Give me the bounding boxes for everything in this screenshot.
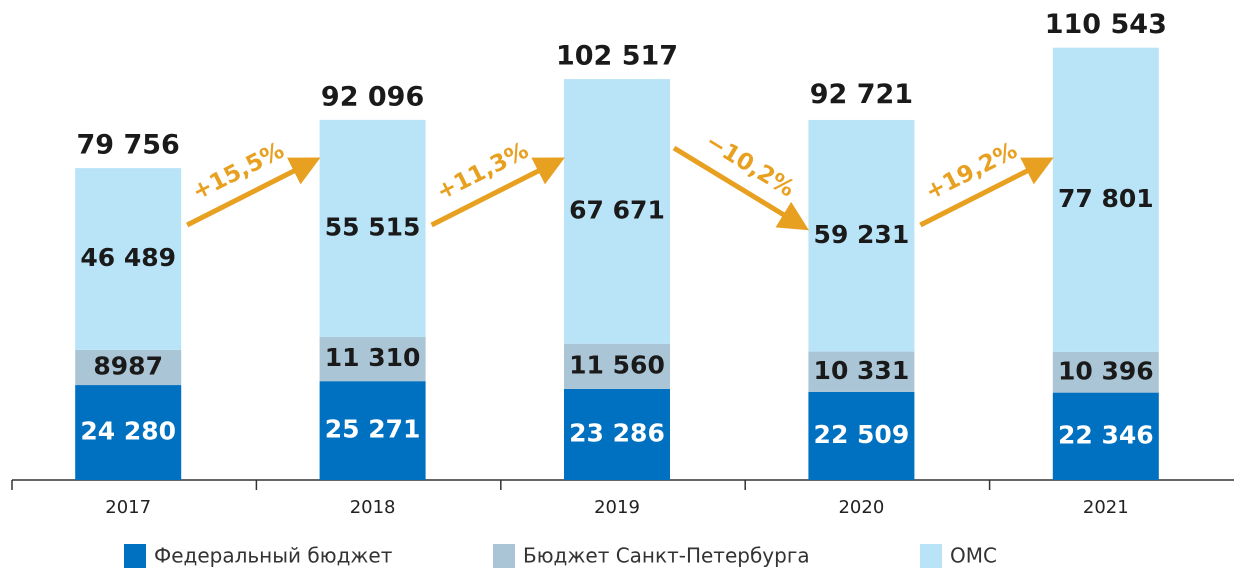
change-label: +19,2% bbox=[921, 138, 1021, 206]
bar-segment bbox=[75, 168, 182, 350]
legend-label: Федеральный бюджет bbox=[154, 544, 393, 568]
x-tick-label: 2021 bbox=[1083, 497, 1129, 518]
value-label: 59 231 bbox=[814, 220, 910, 249]
value-label: 23 286 bbox=[569, 418, 665, 447]
bar-segment bbox=[319, 336, 426, 382]
legend-swatch bbox=[920, 544, 942, 568]
bar-segment bbox=[1052, 392, 1159, 480]
value-label: 24 280 bbox=[80, 417, 176, 446]
value-label: 25 271 bbox=[325, 415, 421, 444]
change-label: +11,3% bbox=[433, 138, 533, 206]
legend-swatch bbox=[124, 544, 146, 568]
value-label: 8987 bbox=[93, 351, 163, 380]
bar-segment bbox=[319, 381, 426, 480]
x-tick-label: 2019 bbox=[594, 497, 640, 518]
bar-segment bbox=[1052, 351, 1159, 393]
value-label: 10 331 bbox=[814, 356, 910, 385]
total-label: 92 721 bbox=[810, 79, 913, 110]
legend-label: Бюджет Санкт-Петербурга bbox=[523, 544, 810, 568]
bar-segment bbox=[564, 79, 670, 344]
change-arrow bbox=[919, 157, 1054, 228]
value-label: 55 515 bbox=[325, 212, 421, 241]
value-label: 46 489 bbox=[80, 243, 176, 272]
total-label: 110 543 bbox=[1045, 9, 1167, 40]
change-label: +15,5% bbox=[188, 138, 288, 206]
bar-segment bbox=[808, 119, 915, 352]
total-label: 92 096 bbox=[321, 81, 424, 112]
x-tick-label: 2018 bbox=[350, 497, 396, 518]
change-arrow bbox=[186, 157, 321, 228]
x-tick-label: 2017 bbox=[105, 497, 151, 518]
bar-segment bbox=[319, 119, 426, 337]
bar-segment bbox=[808, 351, 915, 392]
bar-segment bbox=[75, 349, 182, 386]
bar-segment bbox=[564, 388, 670, 480]
bar-segment bbox=[564, 343, 670, 389]
total-label: 102 517 bbox=[556, 41, 678, 72]
value-label: 10 396 bbox=[1058, 356, 1154, 385]
bar-segment bbox=[1052, 47, 1159, 352]
bar-segment bbox=[808, 391, 915, 480]
legend-label: ОМС bbox=[950, 544, 997, 568]
value-label: 11 560 bbox=[569, 350, 665, 379]
total-label: 79 756 bbox=[77, 130, 180, 161]
value-label: 11 310 bbox=[325, 343, 421, 372]
bar-segment bbox=[75, 385, 182, 480]
value-label: 77 801 bbox=[1058, 184, 1154, 213]
x-tick-label: 2020 bbox=[838, 497, 884, 518]
value-label: 22 509 bbox=[814, 420, 910, 449]
value-label: 67 671 bbox=[569, 195, 665, 224]
change-arrow bbox=[430, 157, 565, 228]
change-arrow bbox=[672, 145, 809, 231]
value-label: 22 346 bbox=[1058, 420, 1154, 449]
legend-swatch bbox=[493, 544, 515, 568]
